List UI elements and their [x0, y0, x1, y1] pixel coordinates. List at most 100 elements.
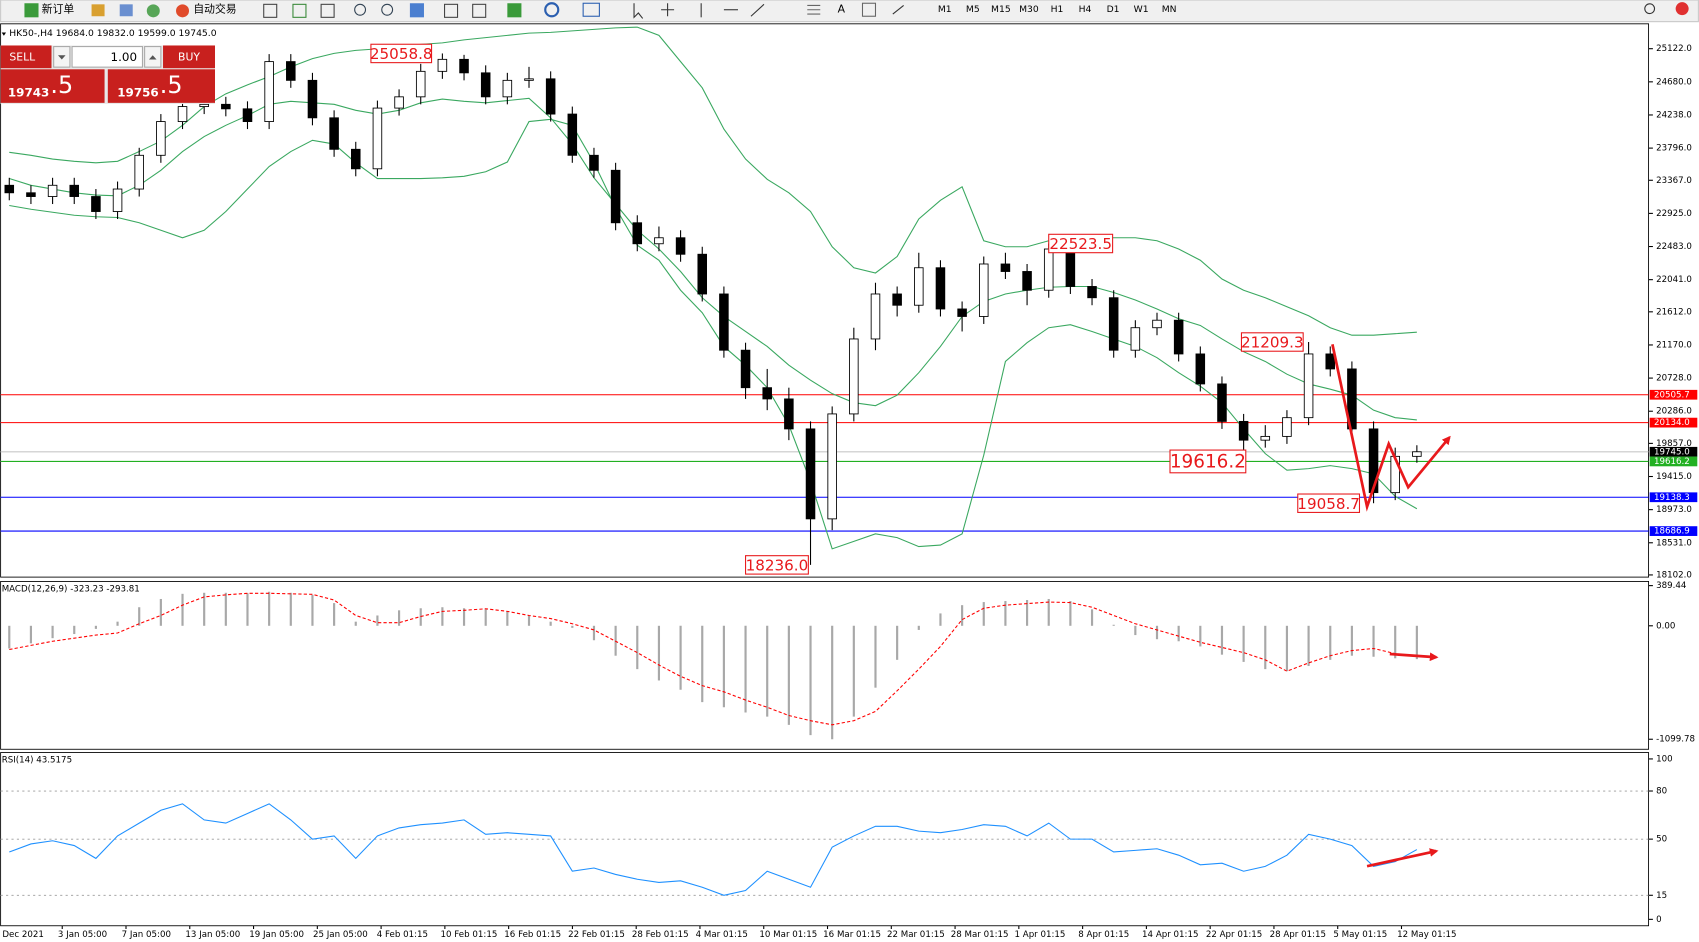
candle-body [567, 113, 578, 156]
sell-button[interactable] [0, 45, 52, 69]
indicator-line [9, 803, 1418, 896]
timeframe-button[interactable]: MN [1162, 4, 1177, 15]
price-annotation: 21209.3 [1241, 334, 1304, 352]
search[interactable] [1644, 3, 1656, 15]
candle-body [632, 222, 643, 245]
candle-body [1195, 353, 1206, 385]
x-tick-label: 3 Dec 2021 [0, 930, 44, 940]
notification[interactable] [1675, 2, 1689, 16]
arrow-tool[interactable] [892, 4, 904, 15]
candle-body [221, 103, 231, 110]
candle-body [1282, 417, 1292, 437]
crosshair-tool[interactable] [661, 3, 675, 17]
price-level-tag [1649, 526, 1698, 536]
timeframe-button[interactable]: M30 [1019, 4, 1039, 15]
y-tick-label: 18531.0 [1656, 538, 1692, 548]
trade-panel: SELL 1.00 BUY 19743 .5 19756 .5 [0, 45, 216, 104]
x-tick-label: 16 Feb 01:15 [504, 930, 561, 940]
drawn-arrow [1366, 848, 1439, 868]
candle-body [459, 58, 469, 74]
icon[interactable] [409, 3, 424, 18]
timeframe-button[interactable]: H1 [1051, 4, 1064, 15]
timeframe-button[interactable]: H4 [1079, 4, 1092, 15]
y-tick-label: 22483.0 [1656, 242, 1692, 252]
sell-price[interactable]: 19743 [8, 86, 49, 100]
trendline-tool[interactable] [750, 3, 765, 17]
cursor-tool[interactable] [633, 3, 644, 19]
lot-input[interactable] [71, 46, 144, 68]
plot-area: 25122.0 24680.0 24238.0 23796.0 23367.0 22925… [0, 23, 1698, 940]
icon[interactable] [582, 2, 600, 17]
zoom-out[interactable] [381, 3, 394, 16]
candle-body [827, 413, 837, 520]
buy-label[interactable]: BUY [178, 50, 200, 63]
buy-price-fraction[interactable]: .5 [160, 71, 183, 99]
candle-body [914, 267, 924, 306]
timeframe-button[interactable]: W1 [1134, 4, 1149, 15]
icon[interactable] [320, 3, 335, 18]
panel-frame [0, 581, 1650, 750]
x-tick-label: 16 Mar 01:15 [823, 930, 881, 940]
y-tick-label: 80 [1656, 787, 1667, 797]
y-tick-label: 22925.0 [1656, 209, 1692, 219]
candle-body [1217, 383, 1227, 422]
timeframe-button[interactable]: M1 [938, 4, 952, 15]
sell-price-box[interactable] [0, 69, 105, 103]
sell-price-fraction[interactable]: .5 [50, 71, 73, 99]
candle-body [264, 61, 274, 123]
icon[interactable] [91, 4, 105, 17]
label-tool[interactable] [861, 2, 877, 17]
timeframe-button[interactable]: M15 [991, 4, 1011, 15]
price-annotation-box [1297, 493, 1361, 513]
icon[interactable] [507, 3, 522, 18]
fibo-tool[interactable] [807, 4, 821, 15]
auto-trading-icon[interactable] [176, 4, 190, 18]
price-level-label: 19138.3 [1654, 493, 1690, 503]
price-annotation: 25058.8 [370, 45, 433, 63]
sell-label[interactable]: SELL [9, 50, 35, 63]
price-annotation-box [1048, 233, 1114, 254]
candle-body [1412, 451, 1422, 457]
x-tick-label: 10 Feb 01:15 [441, 930, 498, 940]
zoom-in[interactable] [354, 3, 367, 16]
candle-body [437, 58, 448, 72]
x-tick-label: 28 Mar 01:15 [951, 930, 1009, 940]
price-level-tag [1649, 492, 1698, 503]
new-order-icon[interactable] [24, 3, 39, 18]
candle-body [1325, 353, 1336, 370]
candle-body [762, 387, 772, 400]
icon[interactable] [544, 2, 560, 18]
x-tick-label: 5 May 01:15 [1333, 930, 1387, 940]
text-tool[interactable]: A [838, 3, 846, 16]
icon[interactable] [444, 3, 459, 18]
y-tick-label: 22041.0 [1656, 275, 1692, 285]
icon[interactable] [472, 3, 487, 18]
lot-value[interactable]: 1.00 [111, 50, 138, 64]
icon[interactable] [119, 4, 133, 17]
x-tick-label: 3 Jan 05:00 [58, 930, 107, 940]
price-level-label: 19745.0 [1654, 447, 1690, 457]
candle-body [1260, 435, 1271, 441]
auto-trading-button[interactable]: 自动交易 [193, 2, 236, 16]
candle-body [350, 148, 361, 170]
candle-body [978, 263, 989, 317]
drawn-arrow [1389, 652, 1439, 662]
price-annotation: 18236.0 [746, 556, 809, 574]
timeframe-button[interactable]: D1 [1107, 4, 1120, 15]
new-order-button[interactable]: 新订单 [42, 2, 75, 16]
buy-button[interactable] [163, 45, 216, 69]
icon[interactable] [263, 3, 278, 18]
price-level-tag [1649, 446, 1698, 457]
icon[interactable] [292, 3, 307, 18]
y-tick-label: 18102.0 [1656, 570, 1692, 580]
y-tick-label: 15 [1656, 891, 1667, 901]
candle-body [1152, 319, 1162, 329]
indicator-line [9, 118, 1418, 550]
timeframe-button[interactable]: M5 [966, 4, 980, 15]
buy-price-box[interactable] [107, 69, 216, 103]
icon[interactable] [146, 4, 160, 18]
buy-price[interactable]: 19756 [117, 86, 158, 100]
symbol-marker [1, 32, 7, 36]
